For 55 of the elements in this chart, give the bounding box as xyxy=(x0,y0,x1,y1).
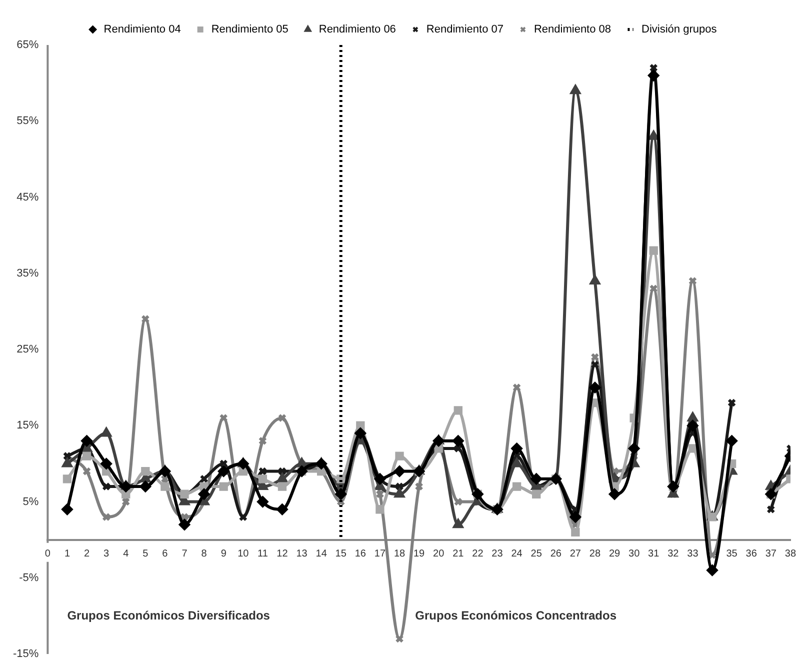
x-tick-label: 4 xyxy=(123,548,130,560)
annotation: Grupos Económicos Concentrados xyxy=(415,608,617,622)
y-tick-label: -5% xyxy=(19,572,39,584)
y-tick-label: 25% xyxy=(16,344,39,356)
x-tick-label: 33 xyxy=(687,548,699,560)
y-tick-label: 15% xyxy=(16,420,39,432)
annotation: Grupos Económicos Diversificados xyxy=(67,608,270,622)
y-tick-label: 55% xyxy=(16,115,39,128)
x-tick-label: 17 xyxy=(374,548,386,560)
x-tick-label: 22 xyxy=(472,548,484,560)
x-tick-label: 20 xyxy=(433,548,445,560)
x-tick-label: 14 xyxy=(316,548,328,560)
legend-label: Rendimiento 04 xyxy=(104,24,181,36)
y-tick-label: 45% xyxy=(16,191,39,204)
x-tick-label: 9 xyxy=(220,548,227,560)
x-tick-label: 15 xyxy=(335,548,347,560)
x-tick-label: 12 xyxy=(276,548,288,560)
x-tick-label: 18 xyxy=(394,548,406,560)
x-tick-label: 5 xyxy=(142,548,149,560)
legend-label: División grupos xyxy=(642,24,718,36)
x-tick-label: 35 xyxy=(726,548,738,560)
x-tick-label: 19 xyxy=(413,548,426,560)
x-tick-label: 26 xyxy=(550,548,562,560)
x-tick-label: 36 xyxy=(746,548,758,560)
x-tick-label: 8 xyxy=(201,548,208,560)
x-tick-label: 1 xyxy=(64,548,70,560)
y-tick-label: 35% xyxy=(16,267,39,280)
x-tick-label: 32 xyxy=(668,548,680,560)
x-tick-label: 27 xyxy=(570,548,582,560)
x-tick-label: 23 xyxy=(492,548,504,560)
x-tick-label: 13 xyxy=(296,548,308,560)
x-tick-label: 29 xyxy=(608,548,621,560)
x-tick-label: 11 xyxy=(257,548,268,560)
y-tick-label: -15% xyxy=(12,648,39,660)
x-tick-label: 30 xyxy=(628,548,640,560)
legend-label: Rendimiento 05 xyxy=(211,24,288,36)
y-tick-label: 5% xyxy=(22,496,39,508)
x-tick-label: 38 xyxy=(784,548,796,560)
y-tick-label: 65% xyxy=(16,39,39,52)
x-tick-label: 2 xyxy=(84,548,90,560)
x-tick-label: 10 xyxy=(238,548,250,560)
legend-label: Rendimiento 07 xyxy=(426,24,504,36)
x-tick-label: 0 xyxy=(44,548,51,560)
x-tick-label: 25 xyxy=(530,548,542,560)
x-tick-label: 31 xyxy=(648,548,660,560)
legend-label: Rendimiento 08 xyxy=(534,24,612,36)
legend-label: Rendimiento 06 xyxy=(318,24,396,36)
x-tick-label: 6 xyxy=(162,548,168,560)
x-tick-label: 37 xyxy=(765,548,777,560)
x-tick-label: 21 xyxy=(452,548,464,560)
x-tick-label: 24 xyxy=(511,548,523,560)
x-tick-label: 16 xyxy=(354,548,366,560)
x-tick-label: 28 xyxy=(589,548,601,560)
x-tick-label: 3 xyxy=(104,548,110,560)
x-tick-label: 7 xyxy=(182,548,188,560)
